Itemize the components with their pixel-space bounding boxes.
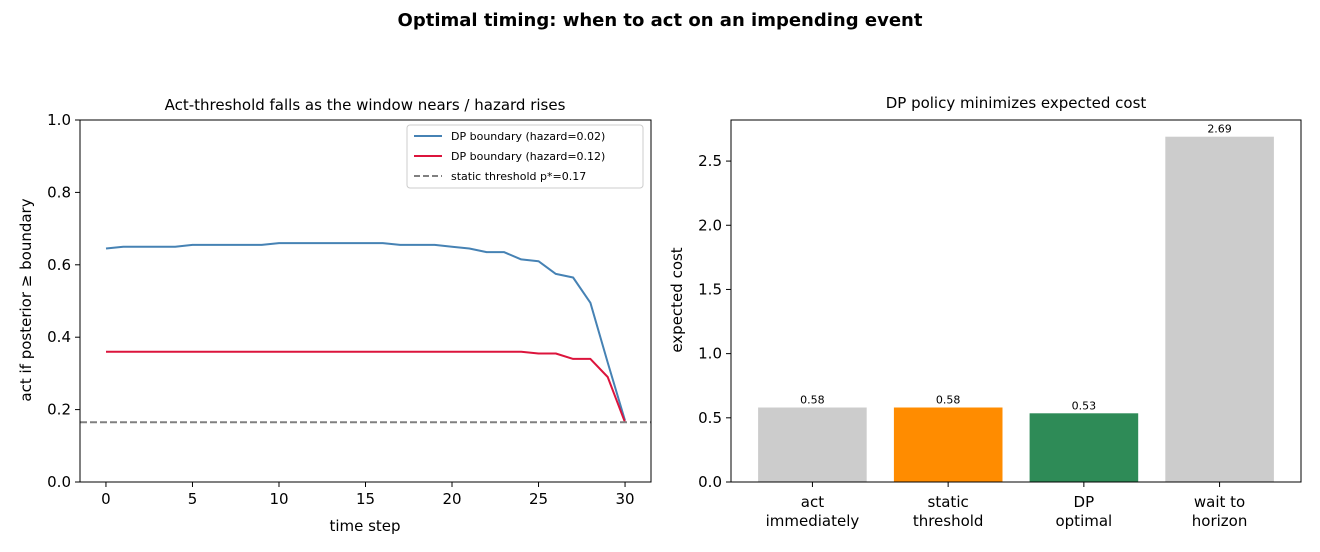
bar-chart-title: DP policy minimizes expected cost bbox=[886, 94, 1147, 112]
y-tick-label: 0.4 bbox=[47, 328, 71, 346]
bar-chart-plot-area: 0.58 act immediately 0.58 static threshold 0.5… bbox=[698, 119, 1302, 530]
x-tick-label: 20 bbox=[442, 490, 461, 508]
y-tick-label: 1.0 bbox=[47, 111, 71, 129]
y-tick-label: 2.0 bbox=[698, 216, 722, 234]
line-chart-y-axis-label: act if posterior ≥ boundary bbox=[17, 198, 35, 401]
bar-value-label: 0.58 bbox=[800, 394, 825, 407]
bar bbox=[1165, 136, 1274, 482]
bar-value-label: 0.53 bbox=[1072, 399, 1097, 412]
x-tick-label: 30 bbox=[615, 490, 634, 508]
y-tick-label: 0.8 bbox=[47, 183, 71, 201]
y-tick-label: 0.2 bbox=[47, 401, 71, 419]
bar-chart-y-axis-label: expected cost bbox=[668, 247, 686, 352]
bar bbox=[1029, 413, 1139, 482]
y-tick-label: 1.0 bbox=[698, 345, 722, 363]
x-tick-label: 0 bbox=[101, 490, 111, 508]
x-tick-label: 10 bbox=[269, 490, 288, 508]
y-tick-label: 2.5 bbox=[698, 152, 722, 170]
legend-entry-label: DP boundary (hazard=0.02) bbox=[451, 130, 605, 143]
x-tick-label: 25 bbox=[529, 490, 548, 508]
x-tick-label: 5 bbox=[188, 490, 198, 508]
figure-title: Optimal timing: when to act on an impend… bbox=[398, 10, 923, 31]
y-tick-label: 0.0 bbox=[47, 473, 71, 491]
line-chart-panel: Act-threshold falls as the window nears … bbox=[17, 96, 652, 535]
y-tick-label: 1.5 bbox=[698, 280, 722, 298]
x-tick-label: 15 bbox=[356, 490, 375, 508]
legend-entry-label: DP boundary (hazard=0.12) bbox=[451, 150, 605, 163]
bar-value-label: 0.58 bbox=[936, 394, 961, 407]
y-tick-label: 0.5 bbox=[698, 409, 722, 427]
category-label: act immediately bbox=[766, 493, 860, 530]
category-label: DP optimal bbox=[1055, 493, 1112, 530]
line-series-2 bbox=[106, 350, 626, 423]
category-label: wait to horizon bbox=[1192, 493, 1248, 530]
line-chart-plot-area: 0 5 10 15 20 25 30 0.0 0.2 0.4 0.6 0.8 1.0 bbox=[47, 111, 652, 508]
legend-frame bbox=[406, 124, 644, 189]
bar-chart-panel: DP policy minimizes expected cost 0.58 ac… bbox=[668, 94, 1302, 530]
y-tick-label: 0.6 bbox=[47, 256, 71, 274]
line-series-1 bbox=[105, 242, 626, 421]
bar-chart-frame bbox=[730, 119, 1302, 483]
bar bbox=[893, 407, 1003, 482]
line-chart-title: Act-threshold falls as the window nears … bbox=[165, 96, 566, 114]
line-chart-x-axis-label: time step bbox=[329, 517, 400, 535]
line-chart-legend: DP boundary (hazard=0.02) DP boundary (ha… bbox=[406, 124, 644, 189]
legend-entry-label: static threshold p*=0.17 bbox=[451, 170, 586, 183]
category-label: static threshold bbox=[913, 493, 984, 530]
y-tick-label: 0.0 bbox=[698, 473, 722, 491]
bar bbox=[758, 407, 867, 482]
bar-value-label: 2.69 bbox=[1207, 123, 1232, 136]
